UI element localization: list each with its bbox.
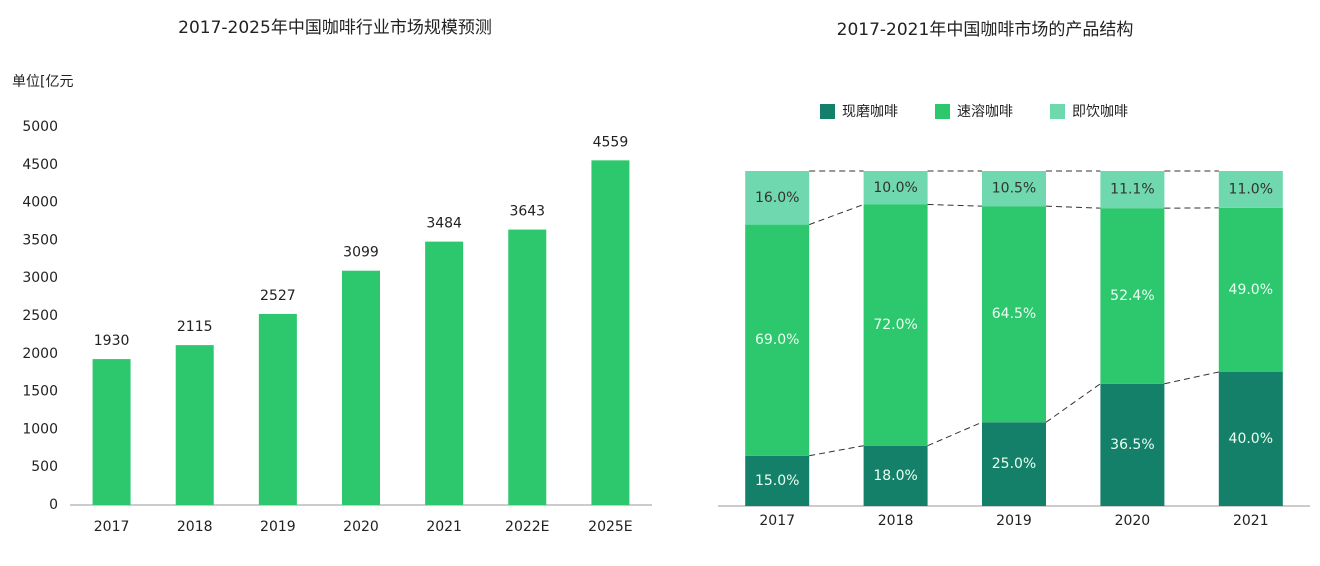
- value-label: 36.5%: [1110, 437, 1154, 453]
- value-label: 11.0%: [1229, 181, 1273, 197]
- connector: [809, 204, 864, 226]
- x-tick-label: 2022E: [505, 519, 549, 535]
- x-tick-label: 2017: [94, 519, 130, 535]
- bar-segment: [1218, 171, 1283, 208]
- value-label: 69.0%: [755, 332, 799, 348]
- y-tick-label: 3000: [22, 270, 58, 286]
- connector: [927, 204, 983, 207]
- y-tick-label: 2000: [22, 346, 58, 362]
- x-tick-label: 2021: [426, 519, 462, 535]
- y-axis-label: 单位[亿元: [12, 74, 73, 90]
- y-tick-label: 2500: [22, 308, 58, 324]
- y-tick-label: 0: [49, 497, 58, 513]
- value-label: 3484: [426, 216, 462, 232]
- connector: [1164, 371, 1219, 385]
- bar: [425, 241, 464, 505]
- connector: [809, 445, 864, 457]
- value-label: 11.1%: [1110, 182, 1154, 198]
- x-tick-label: 2020: [1115, 513, 1151, 529]
- bar-segment: [863, 445, 928, 506]
- bar-segment: [982, 206, 1046, 423]
- value-label: 25.0%: [992, 456, 1036, 472]
- bar: [258, 313, 297, 505]
- bar-segment: [1218, 372, 1283, 506]
- y-tick-label: 3500: [22, 232, 58, 248]
- bar-segment: [1100, 383, 1165, 506]
- x-tick-label: 2018: [878, 513, 914, 529]
- value-label: 40.0%: [1229, 431, 1273, 447]
- value-label: 52.4%: [1110, 288, 1154, 304]
- connector: [1045, 205, 1101, 209]
- x-tick-label: 2017: [759, 513, 795, 529]
- x-tick-label: 2025E: [588, 519, 632, 535]
- legend-label: 现磨咖啡: [842, 104, 898, 120]
- value-label: 10.0%: [873, 180, 917, 196]
- y-tick-label: 500: [31, 459, 58, 475]
- value-label: 15.0%: [755, 473, 799, 489]
- y-tick-label: 4500: [22, 157, 58, 173]
- bar: [508, 229, 547, 505]
- chart-title: 2017-2025年中国咖啡行业市场规模预测: [178, 18, 492, 38]
- x-tick-label: 2019: [996, 513, 1032, 529]
- bar-segment: [863, 171, 928, 205]
- bar-segment: [863, 204, 928, 446]
- x-tick-label: 2018: [177, 519, 213, 535]
- value-label: 1930: [94, 333, 130, 349]
- value-label: 4559: [593, 134, 629, 150]
- bar-segment: [1218, 207, 1283, 372]
- connector: [927, 421, 983, 447]
- y-tick-label: 5000: [22, 119, 58, 135]
- bar-segment: [1100, 208, 1165, 384]
- value-label: 2115: [177, 319, 213, 335]
- value-label: 10.5%: [992, 181, 1036, 197]
- value-label: 18.0%: [873, 468, 917, 484]
- x-tick-label: 2020: [343, 519, 379, 535]
- value-label: 3099: [343, 245, 379, 261]
- value-label: 3643: [509, 204, 545, 220]
- bar: [92, 359, 131, 505]
- legend-swatch: [820, 104, 835, 119]
- bar-segment: [745, 224, 810, 456]
- value-label: 2527: [260, 288, 296, 304]
- chart-title: 2017-2021年中国咖啡市场的产品结构: [837, 20, 1134, 40]
- bar-segment: [1100, 171, 1165, 209]
- value-label: 72.0%: [873, 317, 917, 333]
- bar: [175, 345, 214, 505]
- x-tick-label: 2021: [1233, 513, 1269, 529]
- legend-label: 速溶咖啡: [957, 104, 1013, 120]
- bar-segment: [982, 422, 1046, 506]
- value-label: 64.5%: [992, 306, 1036, 322]
- bar-segment: [745, 455, 810, 506]
- legend-swatch: [1050, 104, 1065, 119]
- y-tick-label: 1500: [22, 384, 58, 400]
- legend-swatch: [935, 104, 950, 119]
- value-label: 16.0%: [755, 190, 799, 206]
- connector: [1045, 383, 1101, 423]
- bar-segment: [745, 171, 810, 225]
- bar: [342, 270, 380, 505]
- value-label: 49.0%: [1229, 282, 1273, 298]
- legend-label: 即饮咖啡: [1072, 104, 1128, 120]
- bar-segment: [982, 171, 1046, 207]
- x-tick-label: 2019: [260, 519, 296, 535]
- bar: [591, 160, 630, 505]
- y-tick-label: 1000: [22, 421, 58, 437]
- y-tick-label: 4000: [22, 195, 58, 211]
